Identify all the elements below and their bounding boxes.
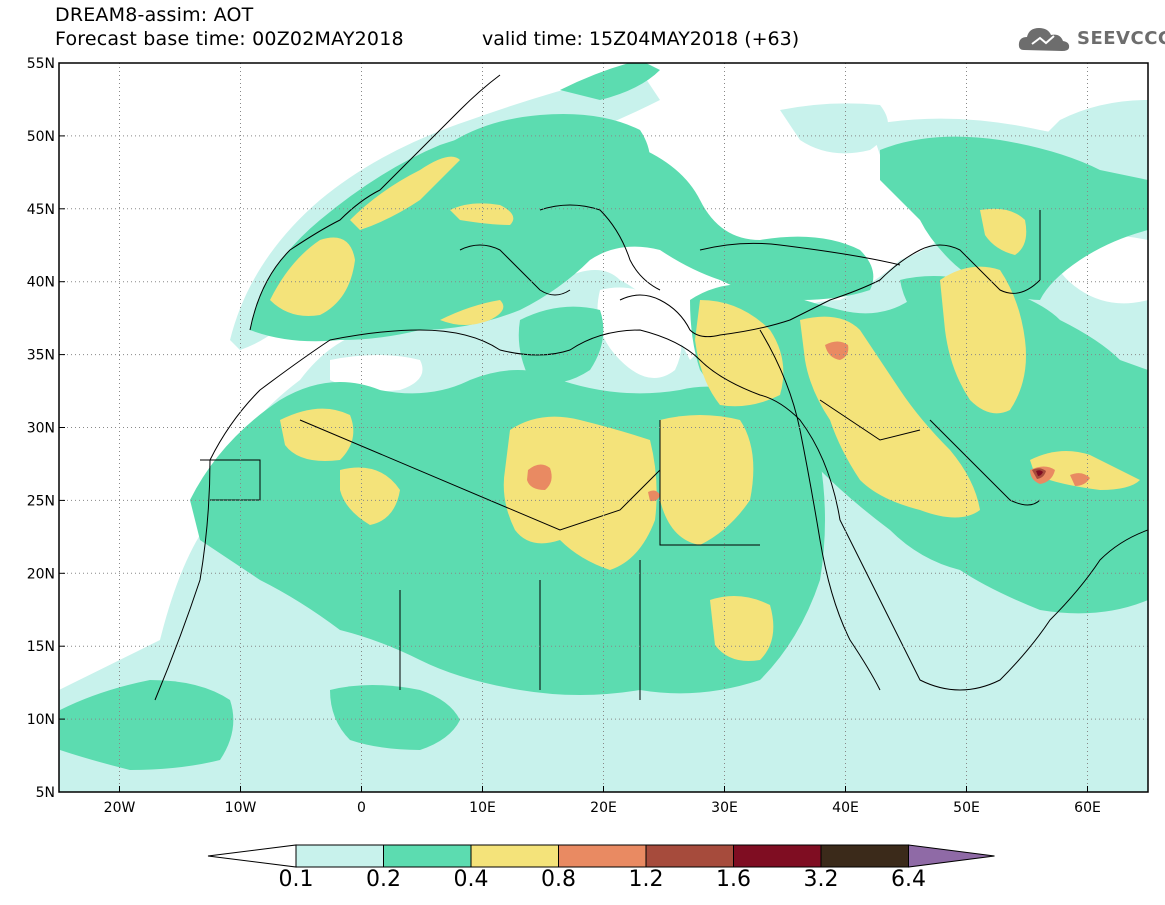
logo-text: SEEVCCC [1077, 28, 1165, 49]
colorbar-label: 3.2 [803, 867, 839, 892]
lon-label: 30E [711, 800, 738, 816]
lat-label: 15N [27, 639, 55, 655]
coastlines [154, 74, 1148, 701]
colorbar-label: 0.4 [453, 867, 489, 892]
lon-label: 10E [469, 800, 496, 816]
colorbar-swatch [820, 844, 909, 868]
lat-label: 10N [27, 712, 55, 728]
lat-label: 55N [27, 56, 55, 72]
lat-label: 25N [27, 493, 55, 509]
colorbar-label: 1.2 [628, 867, 664, 892]
colorbar-max-arrow [908, 844, 995, 868]
map-title: DREAM8-assim: AOT [55, 4, 254, 26]
lon-label: 20W [104, 800, 136, 816]
lat-label: 40N [27, 275, 55, 291]
lat-label: 30N [27, 421, 55, 437]
valid-time: valid time: 15Z04MAY2018 (+63) [482, 28, 800, 50]
map-grid [59, 63, 1148, 792]
colorbar-swatch [295, 844, 384, 868]
lon-label: 50E [953, 800, 980, 816]
colorbar-swatch [470, 844, 559, 868]
colorbar-swatch [645, 844, 734, 868]
axis-ticks: 20W 10W 0 10E 20E 30E 40E 50E 60E 55N 50N 45N 40N 35N… [27, 56, 1101, 816]
colorbar [207, 844, 995, 868]
colorbar-min-arrow [207, 844, 297, 868]
forecast-base-time: Forecast base time: 00Z02MAY2018 [55, 28, 404, 50]
lat-label: 20N [27, 566, 55, 582]
lon-label: 0 [357, 800, 366, 816]
colorbar-swatch [733, 844, 822, 868]
colorbar-label: 0.8 [541, 867, 576, 892]
aot-field [59, 63, 1148, 792]
lat-label: 35N [27, 348, 55, 364]
lat-label: 50N [27, 129, 55, 145]
lat-label: 5N [36, 785, 55, 801]
colorbar-label: 6.4 [891, 867, 926, 892]
lon-label: 20E [590, 800, 617, 816]
lon-label: 40E [832, 800, 859, 816]
colorbar-label: 0.2 [366, 867, 401, 892]
lon-label: 60E [1074, 800, 1101, 816]
colorbar-swatch [383, 844, 472, 868]
colorbar-label: 1.6 [716, 867, 751, 892]
cloud-icon [1018, 28, 1070, 51]
colorbar-swatch [558, 844, 647, 868]
lat-label: 45N [27, 202, 55, 218]
seevccc-logo [1018, 22, 1158, 56]
colorbar-label: 0.1 [278, 867, 314, 892]
lon-label: 10W [225, 800, 257, 816]
